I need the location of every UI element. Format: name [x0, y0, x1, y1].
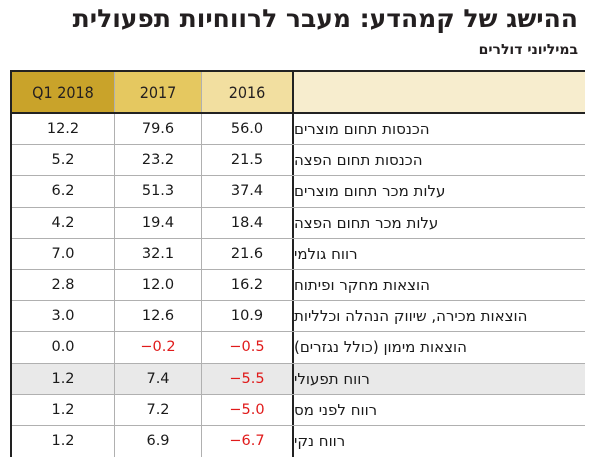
- cell-2017: 79.6: [115, 114, 202, 145]
- row-label: רווח גולמי: [294, 244, 358, 263]
- page-subtitle: במיליוני דולרים: [478, 42, 578, 58]
- column-header-label: [294, 72, 585, 112]
- cell-2016: −6.7: [202, 425, 294, 458]
- row-label: עלות מכר תחום מוצרים: [294, 182, 446, 201]
- cell-2016: −5.5: [202, 363, 294, 394]
- row-label: הוצאות מחקר ופיתוח: [294, 276, 430, 295]
- cell-2016: 16.2: [202, 269, 294, 301]
- table-row: 7.0 32.1 21.6 רווח גולמי: [12, 238, 585, 270]
- table-row: 0.0 −0.2 −0.5 הוצאות מימון (כולל נגזרים): [12, 332, 585, 364]
- table-row: 4.2 19.4 18.4 עלות מכר תחום הפצה: [12, 207, 585, 239]
- cell-2017: 32.1: [115, 238, 202, 269]
- financial-table: Q1 2018 2017 2016 12.2 79.6 56.0 הכנסות תחו…: [10, 70, 585, 458]
- cell-q1-2018: 0.0: [12, 332, 115, 363]
- cell-q1-2018: 7.0: [12, 238, 115, 269]
- cell-2017: 23.2: [115, 145, 202, 176]
- table-row: 6.2 51.3 37.4 עלות מכר תחום מוצרים: [12, 176, 585, 208]
- table-row: 1.2 7.2 −5.0 רווח לפני מס: [12, 394, 585, 426]
- cell-q1-2018: 1.2: [12, 363, 115, 394]
- cell-2016: −5.0: [202, 394, 294, 425]
- row-label: הוצאות מכירה, שיווק הנהלה וכלליות: [294, 307, 528, 326]
- cell-q1-2018: 12.2: [12, 114, 115, 145]
- cell-q1-2018: 2.8: [12, 269, 115, 301]
- table-row: 3.0 12.6 10.9 הוצאות מכירה, שיווק הנהלה וכל…: [12, 301, 585, 333]
- row-label: הוצאות מימון (כולל נגזרים): [294, 338, 467, 357]
- cell-q1-2018: 5.2: [12, 145, 115, 176]
- row-label: רווח תפעולי: [294, 369, 370, 388]
- cell-2016: 10.9: [202, 301, 294, 332]
- row-label: רווח לפני מס: [294, 400, 378, 419]
- cell-q1-2018: 1.2: [12, 425, 115, 458]
- cell-2017: 51.3: [115, 176, 202, 207]
- table-row: 12.2 79.6 56.0 הכנסות תחום מוצרים: [12, 114, 585, 146]
- table-row: 2.8 12.0 16.2 הוצאות מחקר ופיתוח: [12, 269, 585, 302]
- cell-2016: 21.5: [202, 145, 294, 176]
- cell-q1-2018: 4.2: [12, 207, 115, 238]
- cell-2017: 12.0: [115, 269, 202, 301]
- row-label: עלות מכר תחום הפצה: [294, 213, 439, 232]
- table-header-row: Q1 2018 2017 2016: [12, 72, 585, 114]
- cell-q1-2018: 6.2: [12, 176, 115, 207]
- cell-q1-2018: 3.0: [12, 301, 115, 332]
- cell-2016: −0.5: [202, 332, 294, 363]
- cell-2017: 7.4: [115, 363, 202, 394]
- cell-2017: 12.6: [115, 301, 202, 332]
- cell-2016: 37.4: [202, 176, 294, 207]
- column-header-2016: 2016: [202, 72, 294, 112]
- table-row: 5.2 23.2 21.5 הכנסות תחום הפצה: [12, 145, 585, 177]
- cell-2017: 19.4: [115, 207, 202, 238]
- cell-2016: 56.0: [202, 114, 294, 145]
- column-header-2017: 2017: [115, 72, 202, 112]
- cell-q1-2018: 1.2: [12, 394, 115, 425]
- cell-2017: 7.2: [115, 394, 202, 425]
- row-label: רווח נקי: [294, 432, 346, 451]
- row-label: הכנסות תחום מוצרים: [294, 120, 430, 139]
- page-title: ההישג של קמהדע: מעבר לרווחיות תפעולית: [72, 4, 578, 33]
- table-row: 1.2 6.9 −6.7 רווח נקי: [12, 425, 585, 458]
- cell-2016: 18.4: [202, 207, 294, 238]
- row-label: הכנסות תחום הפצה: [294, 151, 423, 170]
- table-row: 1.2 7.4 −5.5 רווח תפעולי: [12, 363, 585, 395]
- cell-2017: 6.9: [115, 425, 202, 458]
- cell-2016: 21.6: [202, 238, 294, 269]
- cell-2017: −0.2: [115, 332, 202, 363]
- column-header-q1-2018: Q1 2018: [12, 72, 115, 112]
